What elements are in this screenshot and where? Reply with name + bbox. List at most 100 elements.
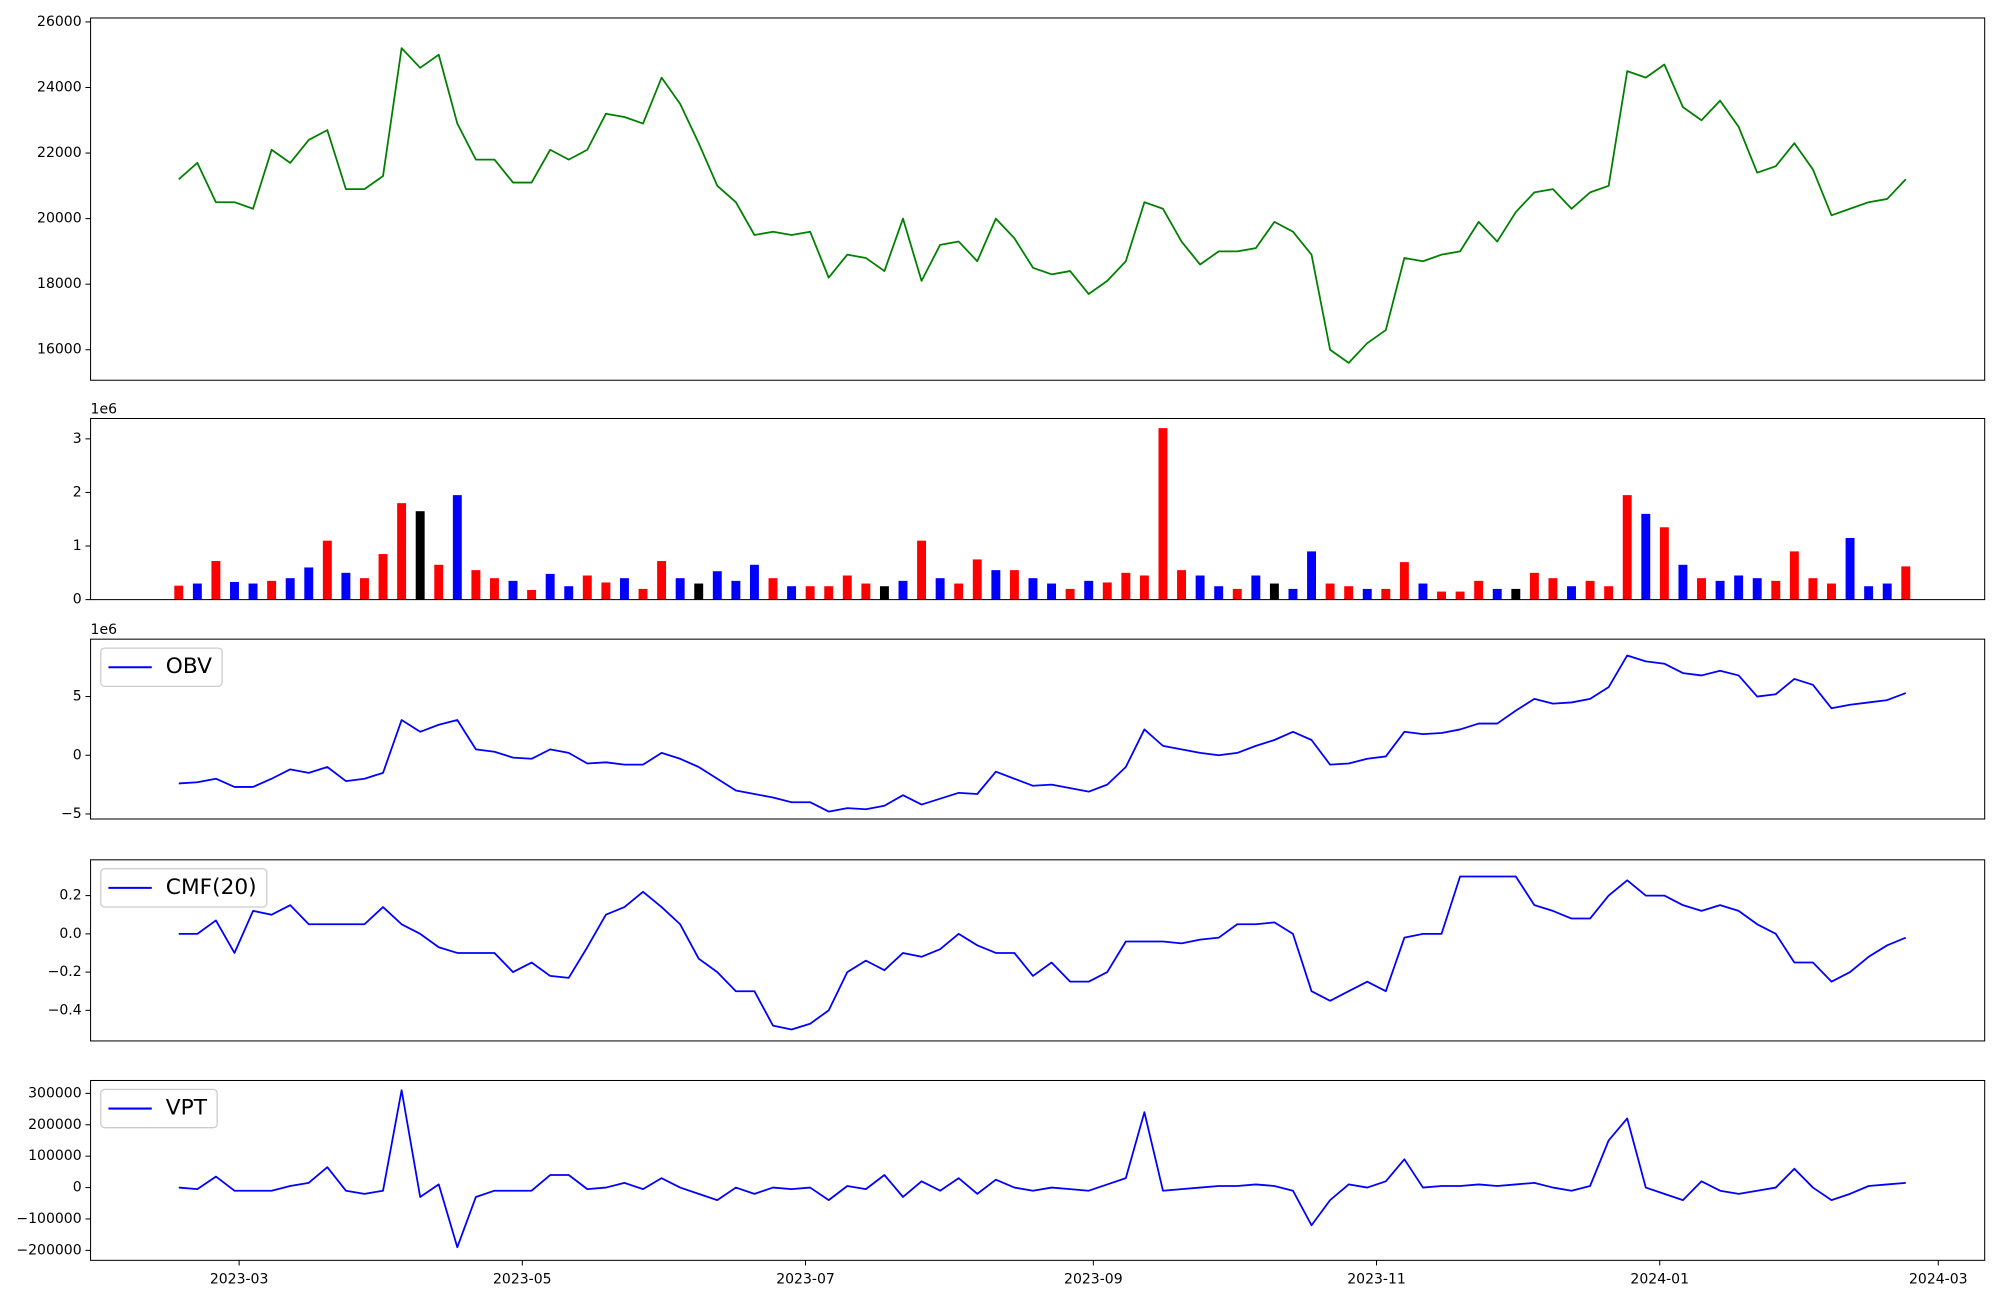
bar [1344,586,1354,600]
bar [1604,586,1614,600]
bar [564,586,574,600]
bar [1567,586,1576,600]
bar [731,580,741,600]
bar [1548,578,1558,600]
plot-frame [90,859,1985,1041]
x-tick-label: 2023-09 [1064,1271,1123,1287]
bar [397,503,407,600]
line [178,47,1907,364]
bar [1195,575,1205,600]
bar [1232,588,1242,600]
x-tick-label: 2024-01 [1630,1271,1689,1287]
bar [879,586,889,600]
bar [1307,551,1316,600]
bar [1734,575,1744,600]
bar [1028,578,1038,600]
y-tick-label: 2 [73,484,82,500]
bar [1659,527,1669,600]
plot-border [90,17,1986,381]
panel: 16000 18000 20000 22000 24000 26000 [37,14,1986,381]
legend-box [100,647,223,687]
y-tick-label: 5 [73,689,82,705]
bar [638,588,648,600]
y-tick-label: 22000 [37,145,82,161]
plot-frame [90,418,1985,600]
bar [1084,580,1094,600]
bar [211,561,221,600]
bar [452,495,462,600]
offset-text: 1e6 [91,402,118,418]
bar [935,578,945,600]
panel: −200000 −100000 0 100000 200000 300000 2023-03… [16,1079,1986,1287]
bar [230,581,239,600]
y-tick-label: 300000 [28,1085,82,1101]
bar [489,578,499,600]
y-tick-label: −0.4 [48,1002,82,1018]
bar [192,583,202,600]
line [178,875,1907,1031]
bar [1808,578,1818,600]
bar [248,583,258,600]
bar [1065,588,1075,600]
x-tick-label: 2023-03 [210,1271,269,1287]
y-tick-label: 20000 [37,211,82,227]
bar [582,575,592,600]
bar [1437,591,1446,600]
legend-label: VPT [166,1096,208,1121]
bar [842,575,852,600]
legend-label: OBV [166,654,212,679]
y-tick-label: 0 [73,592,82,608]
bar [322,540,332,600]
bar [991,570,1001,600]
bar [1139,575,1149,600]
x-tick-label: 2024-03 [1909,1271,1968,1287]
bar [471,570,481,600]
y-tick-label: −5 [61,806,82,822]
bar [304,567,314,600]
bar [824,586,834,600]
bar [1474,580,1484,600]
y-tick-label: 1 [73,538,82,554]
plot-frame [90,17,1985,381]
bar [174,585,184,600]
bar [1455,591,1465,600]
bar [657,561,667,600]
bar [1214,586,1224,600]
bar [378,554,388,600]
bar [1585,580,1595,600]
y-tick-label: −100000 [16,1211,81,1227]
y-tick-label: 0 [73,1180,82,1196]
y-tick-label: 26000 [37,14,82,30]
bar [954,583,964,600]
bar [1047,583,1057,600]
legend-box [100,868,268,908]
line [178,1089,1906,1249]
bar [1789,551,1799,600]
legend: VPT [100,1088,218,1129]
bar [545,573,555,600]
bar [1399,562,1409,600]
bar [1102,582,1112,600]
bar [1121,572,1131,600]
bar [619,578,629,600]
bar [1864,586,1874,600]
line [178,654,1907,813]
bar [360,578,369,600]
bar [1529,572,1539,600]
bar [1827,583,1836,600]
bar [1771,580,1781,600]
bar [508,580,518,600]
y-tick-label: 100000 [28,1148,82,1164]
plot-border [90,1079,1986,1261]
bar [1288,588,1298,600]
panel: −0.4 −0.2 0.0 0.2 CMF(20) [48,859,1986,1042]
bar [675,578,685,600]
bar [341,572,351,600]
y-tick-label: 200000 [28,1117,82,1133]
bar [1622,495,1632,600]
panel: 0 1 2 3 1e6 [73,402,1986,608]
bar [1158,428,1168,600]
bar [1418,583,1428,600]
panel: −5 0 5 1e6 OBV [61,622,1986,822]
y-tick-label: 16000 [37,342,82,358]
